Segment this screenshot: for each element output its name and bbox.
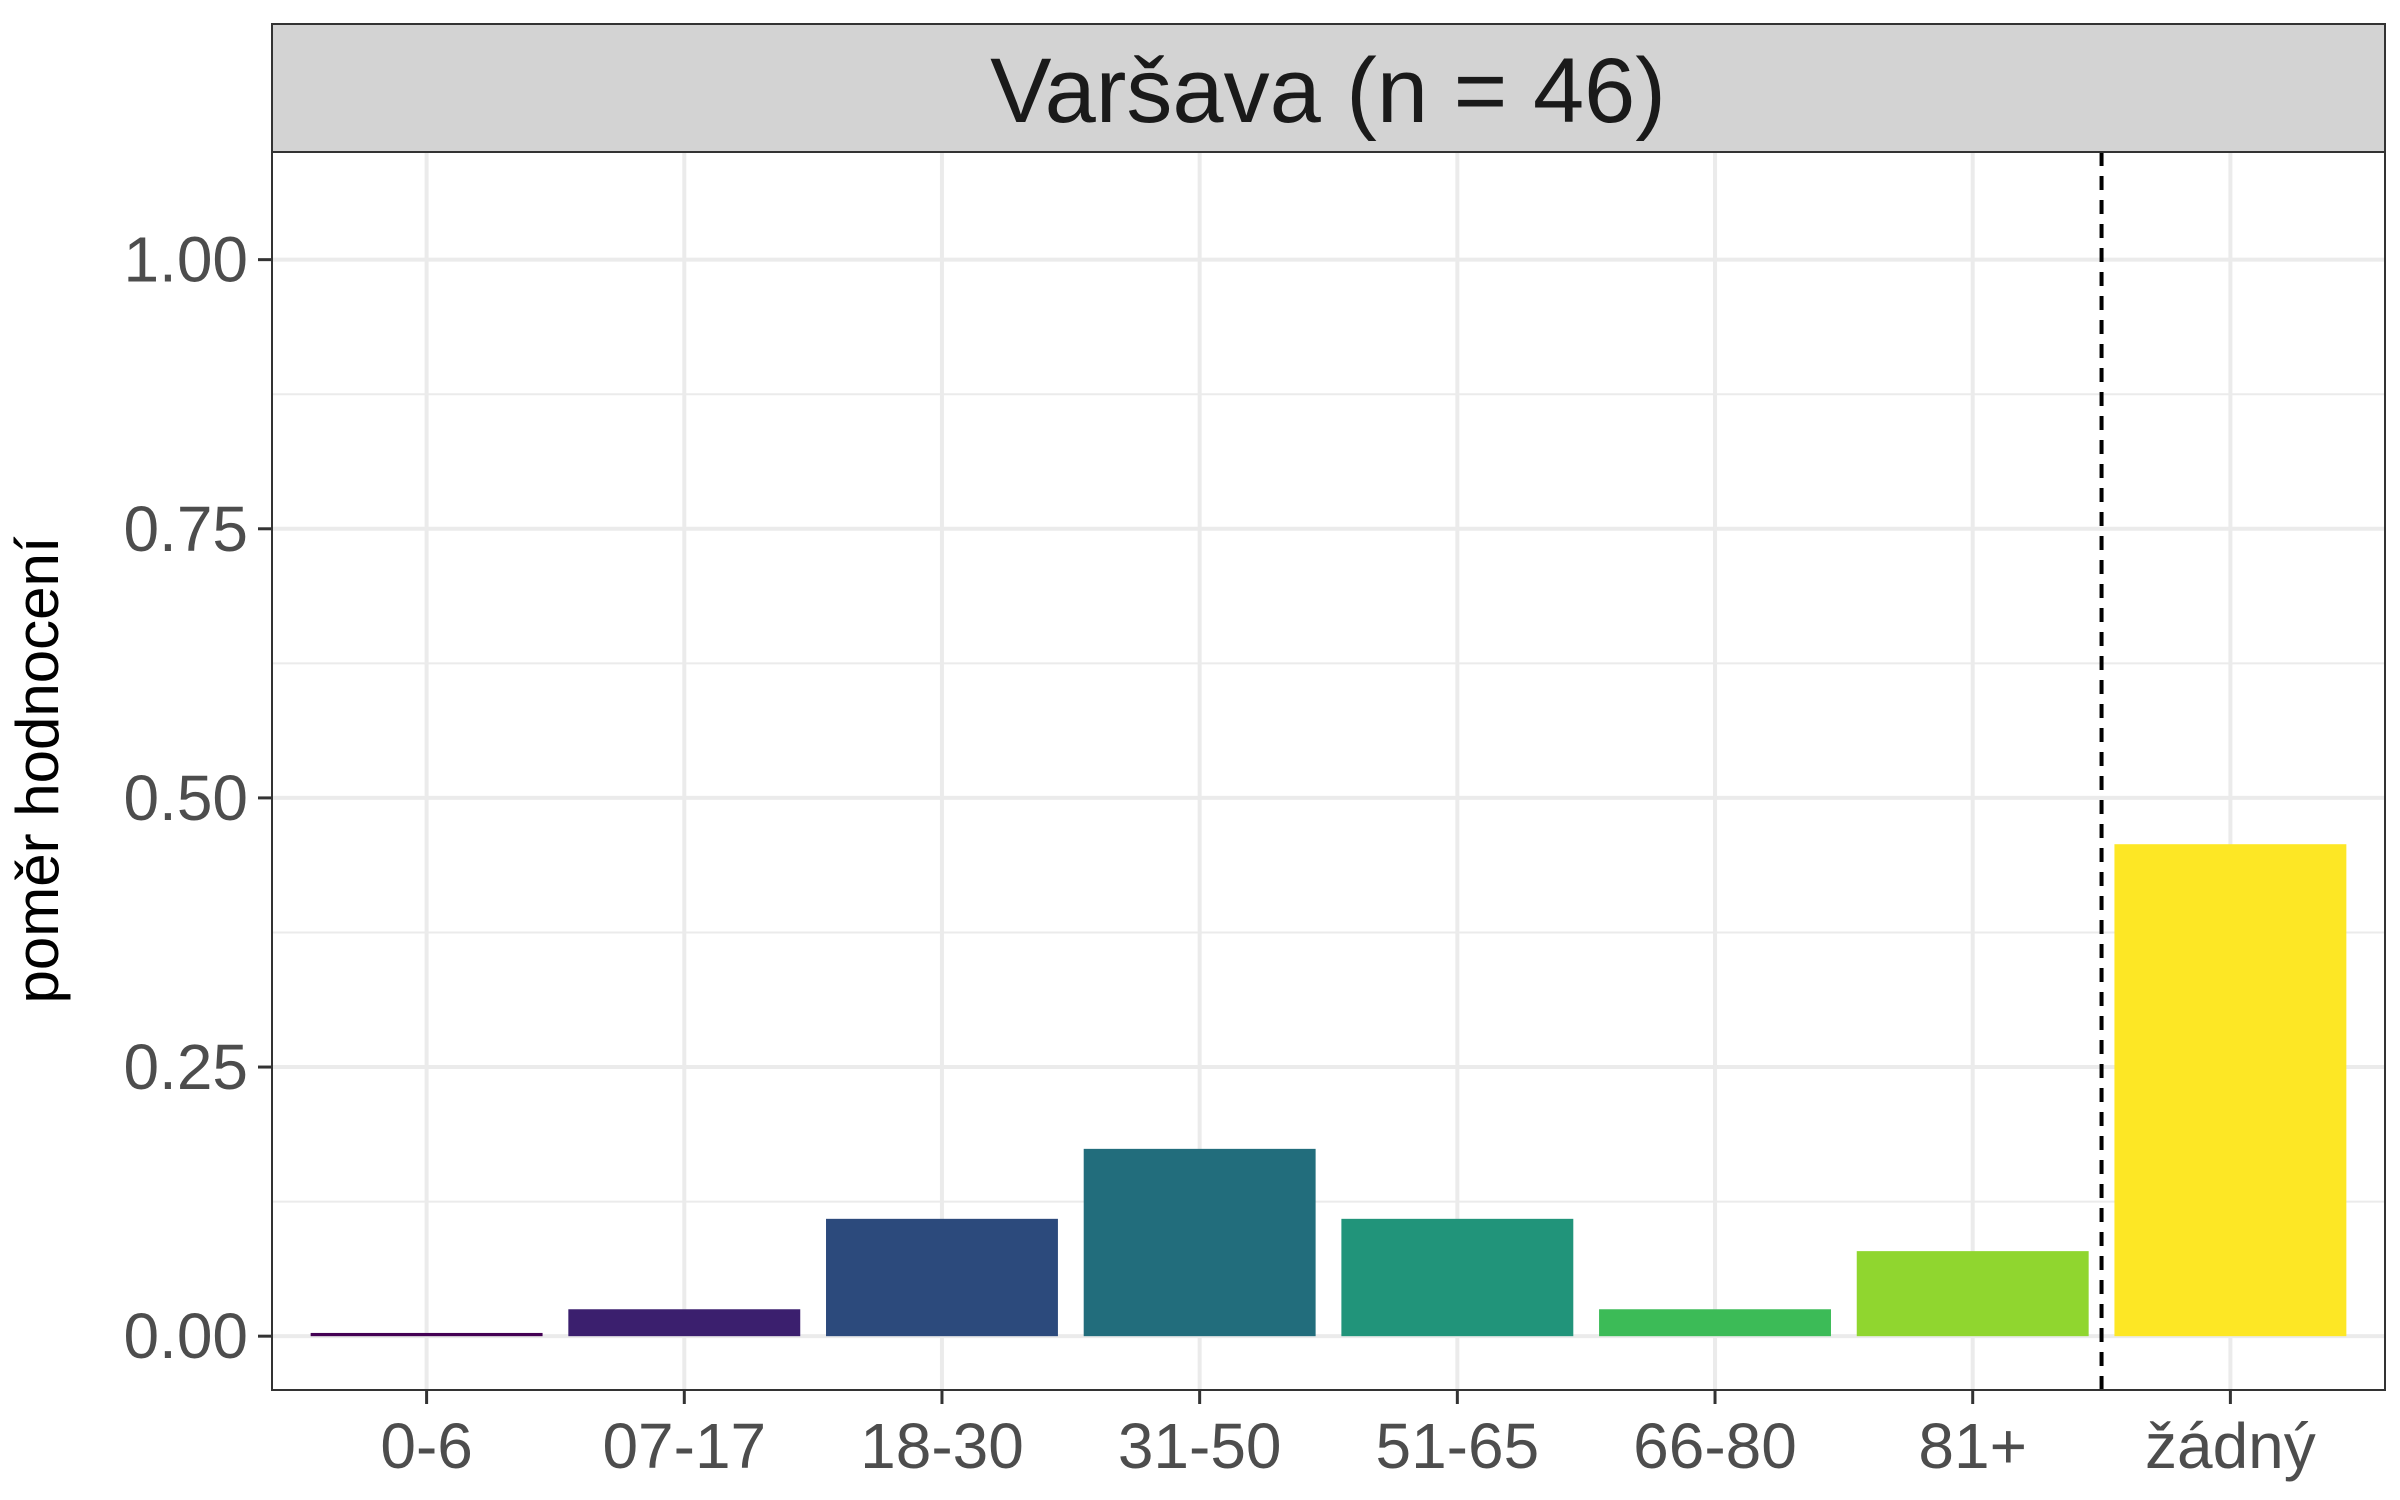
x-tick-label-4: 51-65	[1375, 1410, 1539, 1482]
x-tick-label-5: 66-80	[1633, 1410, 1797, 1482]
y-tick-label-3: 0.75	[123, 493, 248, 565]
bar-81+	[1856, 1251, 2089, 1337]
grid	[272, 152, 2385, 1390]
bar-18-30	[826, 1218, 1058, 1337]
bar-0-6	[310, 1332, 543, 1337]
x-axis: 0-6 07-17 18-30 31-50 51-65 66-80 81+ žádný	[380, 1390, 2316, 1482]
x-tick-label-3: 31-50	[1118, 1410, 1282, 1482]
bar-66-80	[1599, 1309, 1831, 1337]
plot-panel-border	[271, 151, 2386, 1391]
y-tick-label-1: 0.25	[123, 1031, 248, 1103]
y-tick-label-4: 1.00	[123, 224, 248, 296]
x-tick-label-1: 07-17	[602, 1410, 766, 1482]
facet-strip	[271, 23, 2386, 153]
bar-31-50	[1083, 1148, 1316, 1337]
x-tick-label-7: žádný	[2145, 1410, 2316, 1482]
chart-title: Varšava (n = 46)	[990, 40, 1666, 142]
x-tick-label-2: 18-30	[860, 1410, 1024, 1482]
y-axis-title: poměr hodnocení	[4, 536, 71, 1003]
bar-51-65	[1341, 1218, 1574, 1337]
x-tick-label-0: 0-6	[380, 1410, 473, 1482]
bar-žádný	[2114, 844, 2347, 1337]
x-tick-label-6: 81+	[1918, 1410, 2027, 1482]
bar-07-17	[568, 1309, 801, 1337]
y-axis: 0.00 0.25 0.50 0.75 1.00	[123, 224, 272, 1372]
y-tick-label-0: 0.00	[123, 1300, 248, 1372]
bars	[310, 844, 2347, 1337]
y-tick-label-2: 0.50	[123, 762, 248, 834]
